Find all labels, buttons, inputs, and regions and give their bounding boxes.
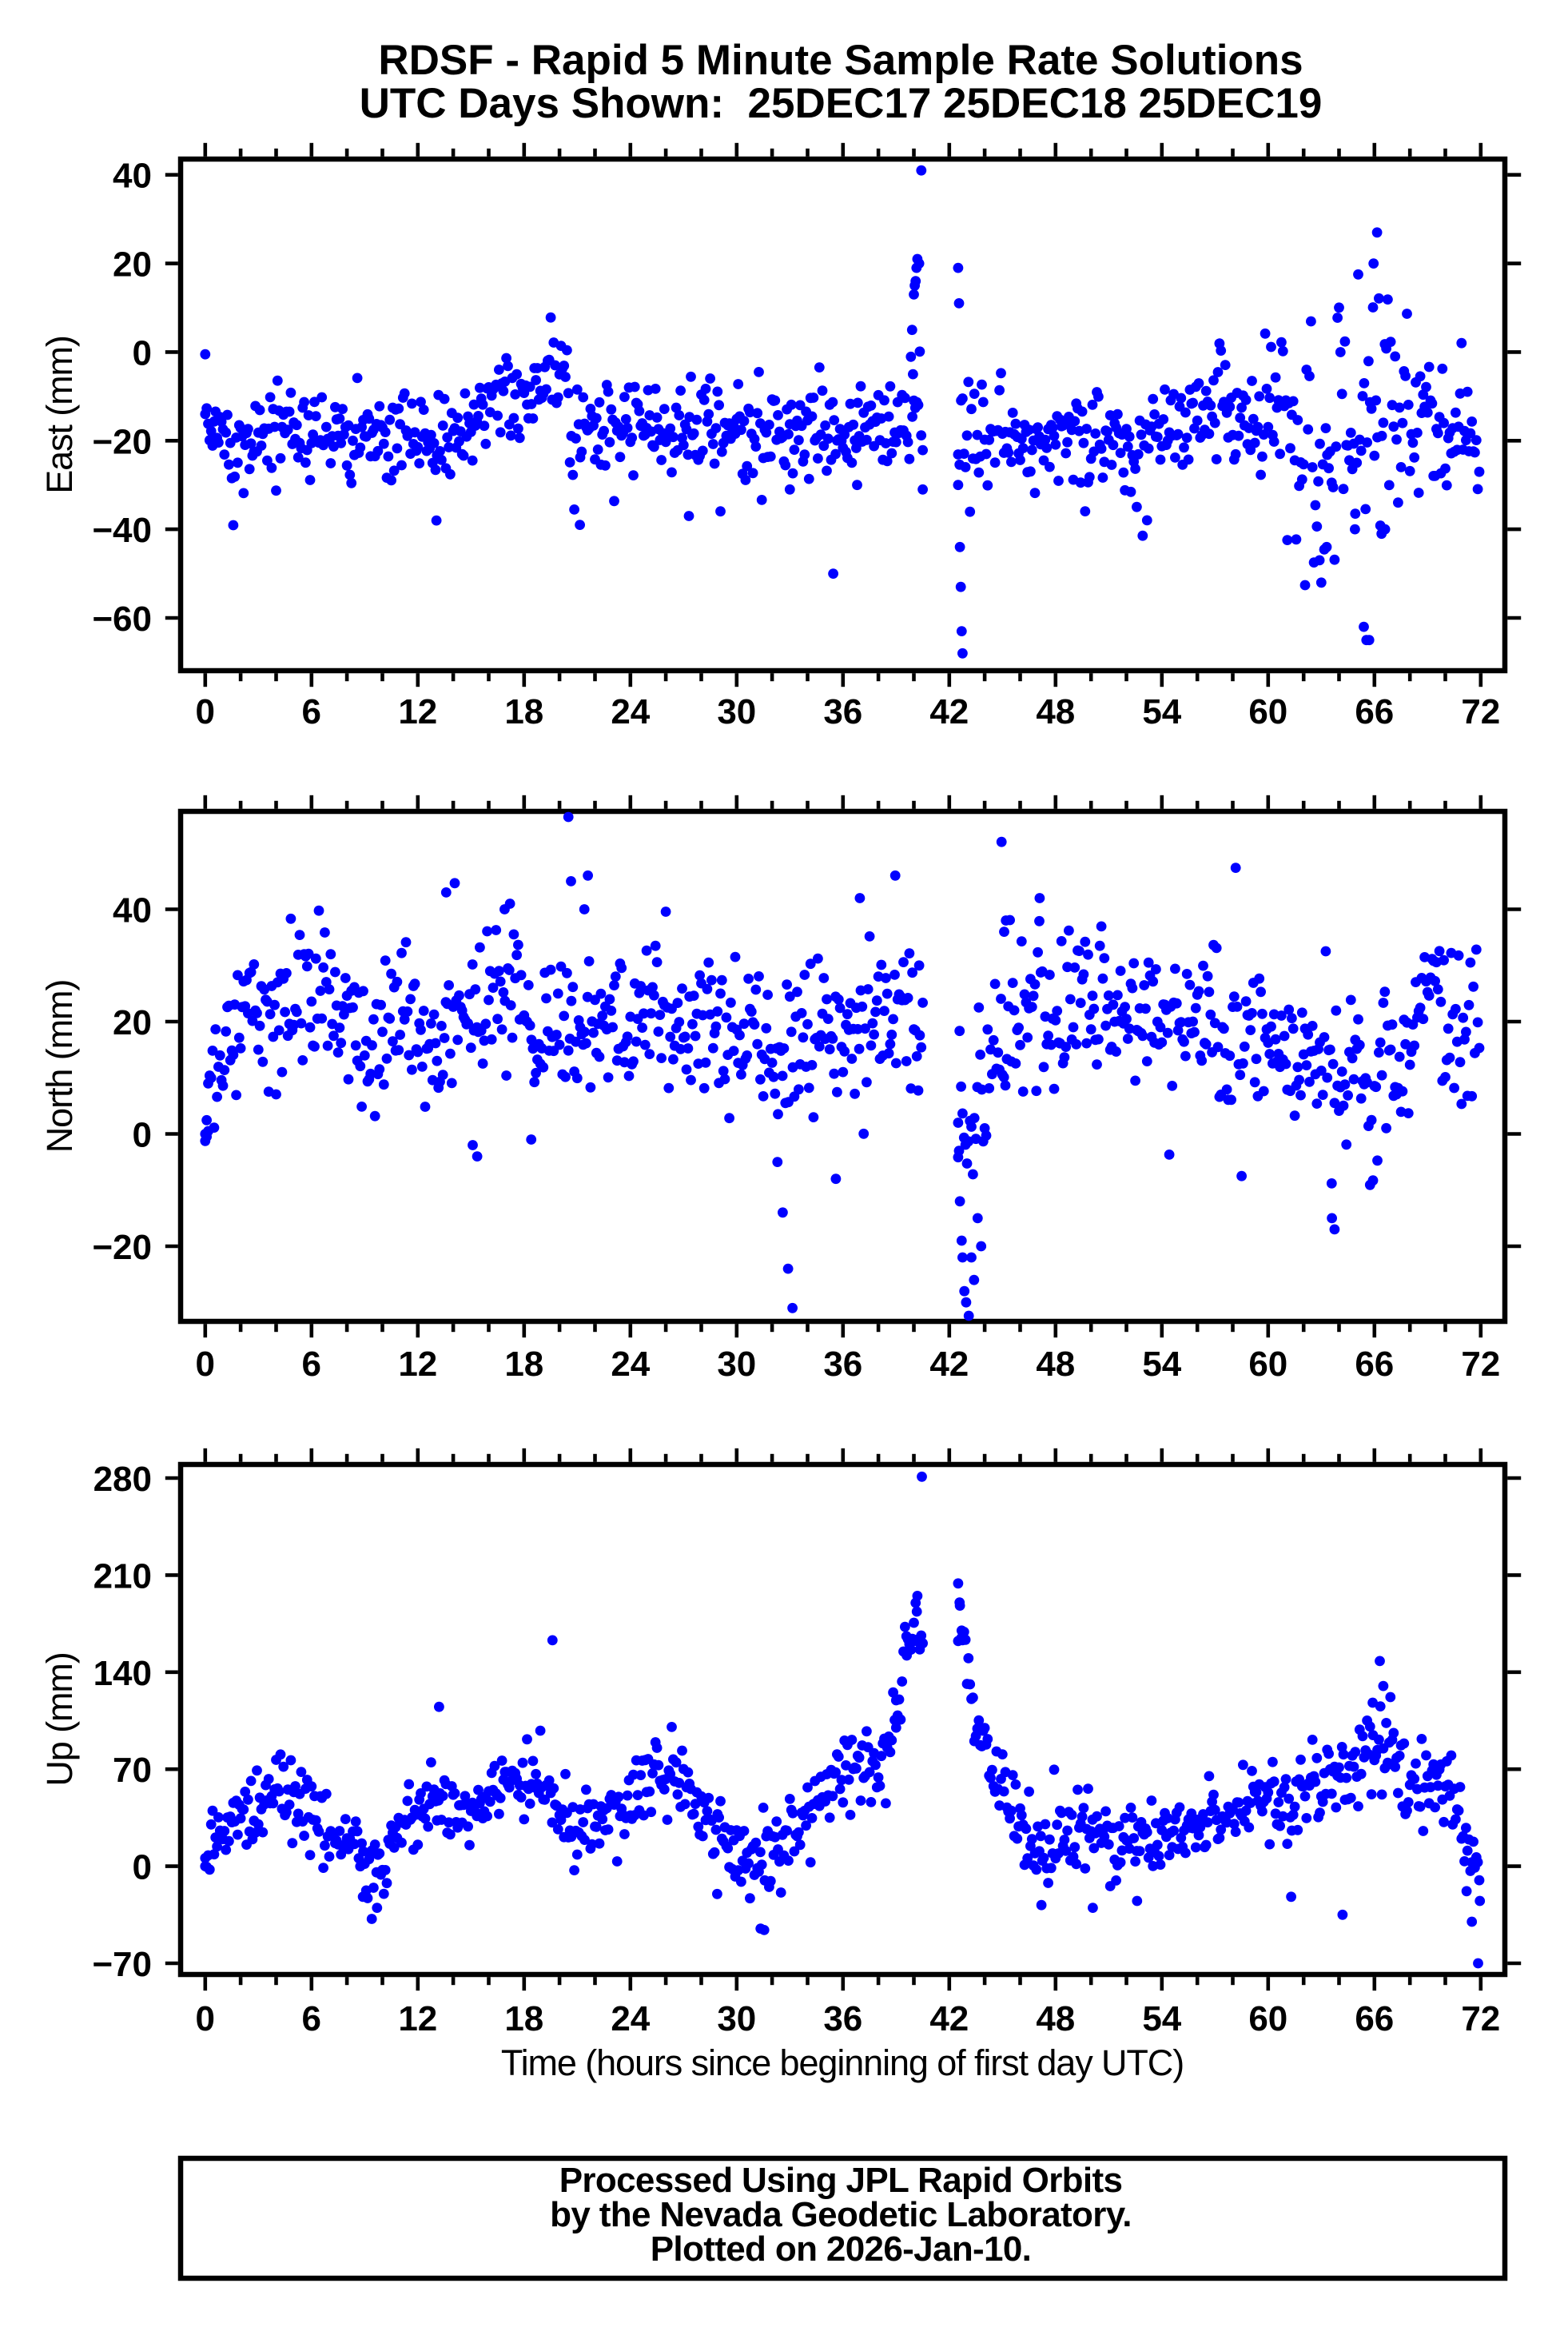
svg-text:60: 60	[1248, 1999, 1287, 2038]
svg-text:12: 12	[398, 1345, 437, 1384]
svg-text:48: 48	[1036, 1999, 1075, 2038]
svg-text:36: 36	[823, 1345, 862, 1384]
svg-text:6: 6	[302, 692, 321, 731]
svg-text:−20: −20	[92, 1228, 152, 1267]
svg-text:North (mm): North (mm)	[39, 980, 80, 1153]
svg-text:20: 20	[113, 245, 152, 285]
svg-text:210: 210	[94, 1556, 152, 1596]
svg-text:60: 60	[1248, 692, 1287, 731]
svg-text:30: 30	[717, 692, 756, 731]
svg-text:36: 36	[823, 1999, 862, 2038]
svg-text:48: 48	[1036, 1345, 1075, 1384]
svg-text:−20: −20	[92, 422, 152, 461]
svg-text:18: 18	[504, 1999, 543, 2038]
svg-text:54: 54	[1142, 692, 1181, 731]
svg-text:0: 0	[196, 1345, 215, 1384]
svg-text:Plotted on 2026-Jan-10.: Plotted on 2026-Jan-10.	[651, 2229, 1032, 2269]
svg-text:40: 40	[113, 891, 152, 930]
svg-text:54: 54	[1142, 1999, 1181, 2038]
svg-text:60: 60	[1248, 1345, 1287, 1384]
svg-text:UTC Days Shown: 25DEC17 25DEC: UTC Days Shown: 25DEC17 25DEC18 25DEC19	[360, 80, 1323, 127]
svg-text:30: 30	[717, 1345, 756, 1384]
svg-text:48: 48	[1036, 692, 1075, 731]
svg-text:42: 42	[929, 1999, 969, 2038]
svg-text:−70: −70	[92, 1945, 152, 1984]
svg-text:66: 66	[1355, 1345, 1394, 1384]
svg-text:0: 0	[196, 1999, 215, 2038]
svg-text:20: 20	[113, 1003, 152, 1042]
svg-text:72: 72	[1461, 692, 1500, 731]
svg-text:24: 24	[611, 1345, 650, 1384]
svg-text:Up (mm): Up (mm)	[39, 1652, 80, 1786]
svg-text:72: 72	[1461, 1999, 1500, 2038]
svg-text:6: 6	[302, 1345, 321, 1384]
svg-text:24: 24	[611, 1999, 650, 2038]
svg-text:54: 54	[1142, 1345, 1181, 1384]
svg-text:Processed Using JPL Rapid Orbi: Processed Using JPL Rapid Orbits	[559, 2161, 1123, 2200]
svg-text:42: 42	[929, 1345, 969, 1384]
svg-text:70: 70	[113, 1751, 152, 1790]
svg-text:0: 0	[133, 1848, 152, 1887]
svg-text:72: 72	[1461, 1345, 1500, 1384]
svg-text:by the Nevada Geodetic Laborat: by the Nevada Geodetic Laboratory.	[550, 2195, 1132, 2234]
svg-text:RDSF - Rapid 5 Minute Sample R: RDSF - Rapid 5 Minute Sample Rate Soluti…	[378, 37, 1303, 84]
svg-text:40: 40	[113, 157, 152, 196]
svg-text:140: 140	[94, 1654, 152, 1693]
svg-text:42: 42	[929, 692, 969, 731]
svg-text:66: 66	[1355, 1999, 1394, 2038]
svg-text:0: 0	[133, 1116, 152, 1155]
svg-text:18: 18	[504, 1345, 543, 1384]
svg-text:66: 66	[1355, 692, 1394, 731]
svg-text:−60: −60	[92, 600, 152, 639]
svg-text:12: 12	[398, 692, 437, 731]
svg-text:East (mm): East (mm)	[39, 336, 80, 494]
svg-text:24: 24	[611, 692, 650, 731]
svg-text:12: 12	[398, 1999, 437, 2038]
svg-text:280: 280	[94, 1460, 152, 1499]
svg-text:36: 36	[823, 692, 862, 731]
svg-text:18: 18	[504, 692, 543, 731]
svg-text:6: 6	[302, 1999, 321, 2038]
svg-text:−40: −40	[92, 511, 152, 550]
svg-text:Time (hours since beginning of: Time (hours since beginning of first day…	[501, 2042, 1184, 2083]
svg-text:30: 30	[717, 1999, 756, 2038]
svg-text:0: 0	[133, 333, 152, 373]
svg-text:0: 0	[196, 692, 215, 731]
